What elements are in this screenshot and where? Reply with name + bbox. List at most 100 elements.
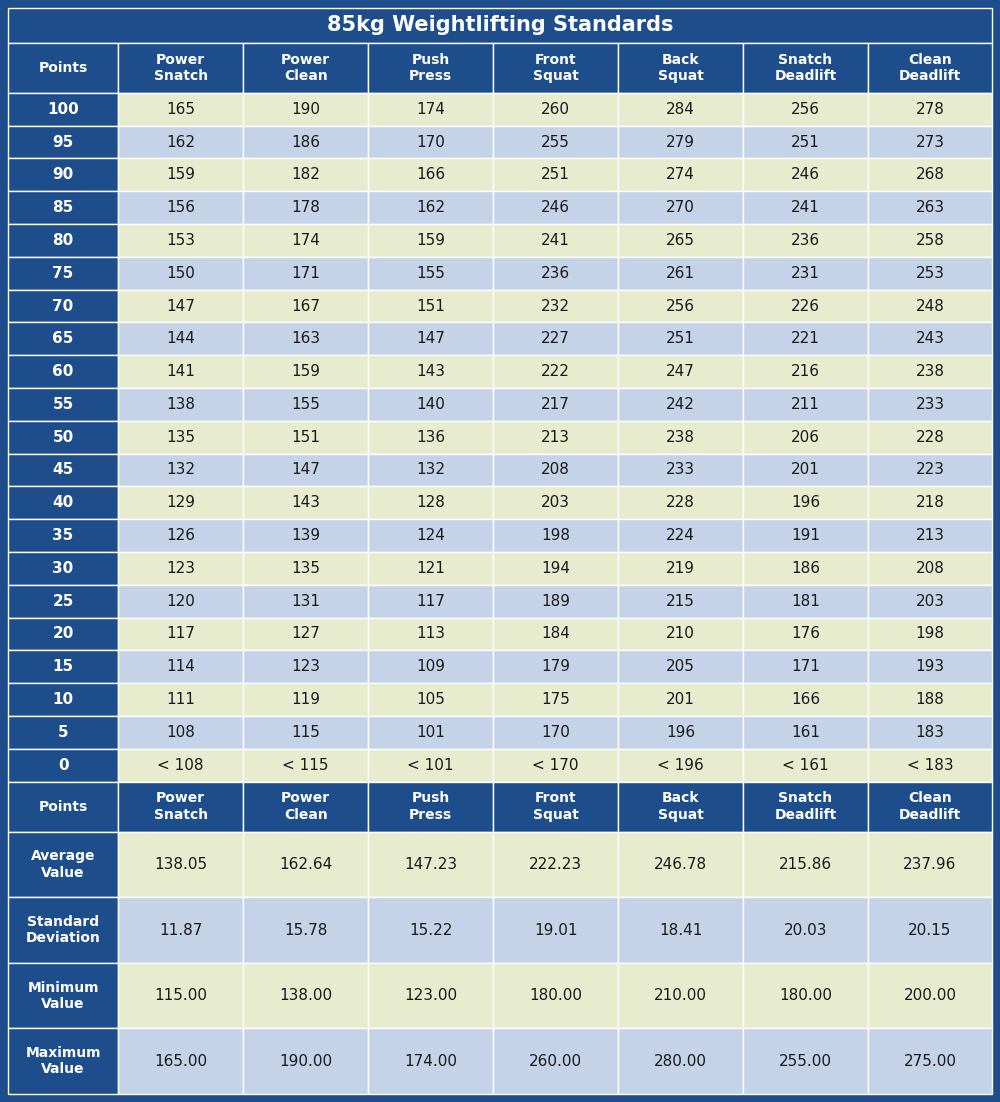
Bar: [8, 552, 118, 585]
Bar: [493, 683, 618, 716]
Bar: [618, 224, 743, 257]
Bar: [243, 355, 368, 388]
Bar: [8, 93, 118, 126]
Text: Back
Squat: Back Squat: [658, 53, 704, 83]
Bar: [618, 781, 743, 832]
Text: < 170: < 170: [532, 757, 579, 773]
Bar: [618, 716, 743, 748]
Bar: [368, 832, 493, 897]
Text: 20.15: 20.15: [908, 922, 952, 938]
Text: < 115: < 115: [282, 757, 329, 773]
Bar: [118, 552, 243, 585]
Bar: [8, 748, 118, 781]
Text: 216: 216: [791, 364, 820, 379]
Bar: [493, 552, 618, 585]
Bar: [493, 454, 618, 486]
Text: 163: 163: [291, 332, 320, 346]
Bar: [8, 650, 118, 683]
Text: 238: 238: [666, 430, 695, 445]
Bar: [868, 716, 992, 748]
Bar: [743, 159, 868, 192]
Text: Maximum
Value: Maximum Value: [25, 1046, 101, 1077]
Text: 198: 198: [916, 626, 945, 641]
Text: 246: 246: [541, 201, 570, 215]
Text: 141: 141: [166, 364, 195, 379]
Bar: [118, 192, 243, 224]
Bar: [243, 93, 368, 126]
Bar: [368, 963, 493, 1028]
Bar: [368, 650, 493, 683]
Bar: [8, 257, 118, 290]
Bar: [243, 290, 368, 323]
Bar: [243, 323, 368, 355]
Text: 211: 211: [791, 397, 820, 412]
Bar: [243, 617, 368, 650]
Text: 131: 131: [291, 594, 320, 608]
Text: 0: 0: [58, 757, 68, 773]
Text: 263: 263: [915, 201, 945, 215]
Text: 186: 186: [791, 561, 820, 576]
Text: 147: 147: [166, 299, 195, 314]
Text: 147: 147: [291, 463, 320, 477]
Text: 236: 236: [791, 233, 820, 248]
Bar: [618, 585, 743, 617]
Text: 191: 191: [791, 528, 820, 543]
Text: 278: 278: [916, 101, 944, 117]
Bar: [8, 43, 118, 93]
Bar: [243, 832, 368, 897]
Text: 85kg Weightlifting Standards: 85kg Weightlifting Standards: [327, 15, 673, 35]
Text: 25: 25: [52, 594, 74, 608]
Bar: [243, 650, 368, 683]
Text: 147: 147: [416, 332, 445, 346]
Text: 237.96: 237.96: [903, 857, 957, 872]
Bar: [368, 421, 493, 454]
Text: 115.00: 115.00: [154, 988, 207, 1003]
Text: 217: 217: [541, 397, 570, 412]
Bar: [868, 486, 992, 519]
Bar: [8, 224, 118, 257]
Text: 121: 121: [416, 561, 445, 576]
Text: 180.00: 180.00: [779, 988, 832, 1003]
Text: 135: 135: [166, 430, 195, 445]
Bar: [243, 716, 368, 748]
Bar: [243, 486, 368, 519]
Bar: [118, 716, 243, 748]
Bar: [743, 93, 868, 126]
Bar: [118, 454, 243, 486]
Bar: [493, 224, 618, 257]
Text: 35: 35: [52, 528, 74, 543]
Bar: [868, 257, 992, 290]
Text: 198: 198: [541, 528, 570, 543]
Text: 184: 184: [541, 626, 570, 641]
Bar: [743, 421, 868, 454]
Text: 210: 210: [666, 626, 695, 641]
Bar: [868, 290, 992, 323]
Bar: [368, 93, 493, 126]
Bar: [368, 716, 493, 748]
Bar: [743, 617, 868, 650]
Text: Snatch
Deadlift: Snatch Deadlift: [774, 791, 837, 822]
Bar: [368, 748, 493, 781]
Bar: [243, 159, 368, 192]
Text: 162: 162: [416, 201, 445, 215]
Text: 75: 75: [52, 266, 74, 281]
Text: 247: 247: [666, 364, 695, 379]
Text: Points: Points: [38, 800, 88, 813]
Text: 100: 100: [47, 101, 79, 117]
Text: 256: 256: [791, 101, 820, 117]
Text: 203: 203: [541, 495, 570, 510]
Bar: [618, 1028, 743, 1094]
Text: 129: 129: [166, 495, 195, 510]
Bar: [743, 1028, 868, 1094]
Text: 15.22: 15.22: [409, 922, 452, 938]
Text: Power
Snatch: Power Snatch: [154, 791, 208, 822]
Text: 147.23: 147.23: [404, 857, 457, 872]
Bar: [618, 617, 743, 650]
Text: 140: 140: [416, 397, 445, 412]
Bar: [618, 43, 743, 93]
Text: 174: 174: [291, 233, 320, 248]
Text: 159: 159: [166, 168, 195, 182]
Text: 95: 95: [52, 134, 74, 150]
Bar: [8, 388, 118, 421]
Text: 260.00: 260.00: [529, 1054, 582, 1069]
